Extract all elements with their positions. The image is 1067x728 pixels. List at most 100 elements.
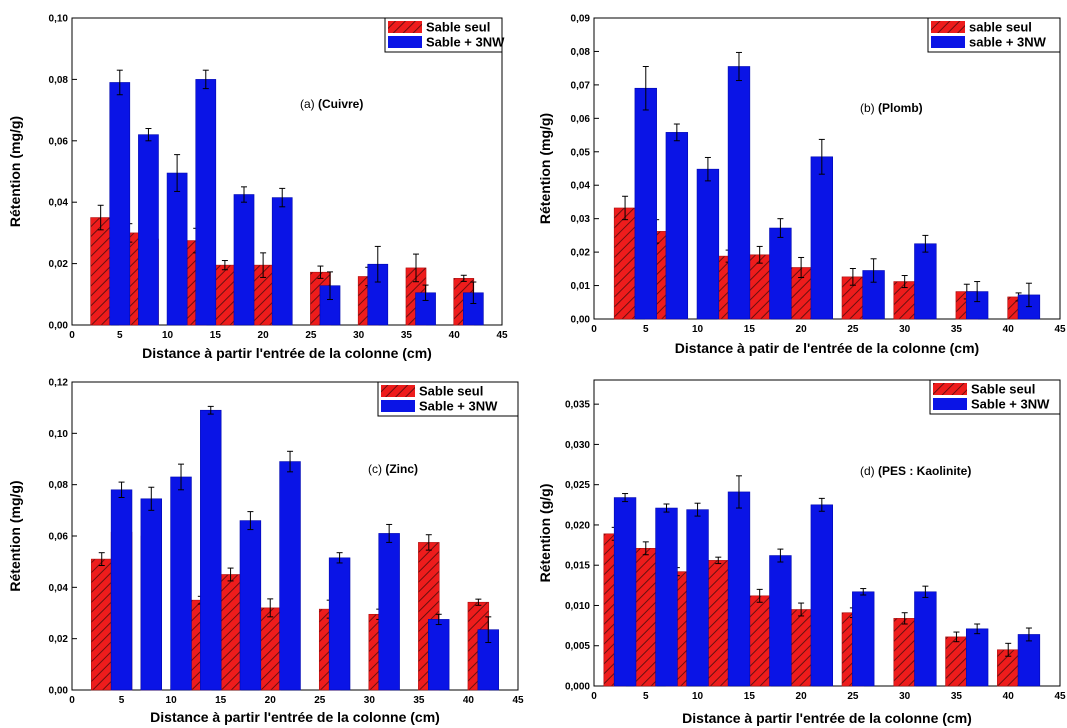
legend-label: Sable + 3NW bbox=[426, 35, 505, 50]
bar-sable-3nw bbox=[328, 557, 351, 691]
y-axis-title: Rétention (mg/g) bbox=[7, 480, 23, 591]
panel-metal: (Cuivre) bbox=[318, 97, 363, 111]
x-tick-label: 10 bbox=[692, 691, 704, 702]
bar-sable-3nw bbox=[166, 172, 188, 326]
x-tick-label: 15 bbox=[744, 691, 756, 702]
y-tick-label: 0,09 bbox=[571, 14, 591, 25]
bar-sable-3nw bbox=[965, 628, 989, 687]
bar-sable-3nw bbox=[233, 194, 255, 326]
bar-sable-3nw bbox=[1017, 634, 1041, 687]
bar-sable-3nw bbox=[428, 619, 450, 691]
bar-sable-3nw bbox=[195, 79, 217, 326]
bar-sable-seul bbox=[90, 217, 111, 326]
y-tick-label: 0,08 bbox=[571, 47, 591, 58]
panel-annotation: (c) (Zinc) bbox=[368, 462, 418, 476]
bar-sable-3nw bbox=[109, 82, 131, 326]
bar-sable-3nw bbox=[769, 227, 792, 320]
x-tick-label: 10 bbox=[166, 695, 178, 706]
bar-sable-seul bbox=[748, 595, 771, 687]
bar-sable-3nw bbox=[686, 509, 709, 687]
bar-sable-3nw bbox=[769, 555, 792, 687]
bar-sable-seul bbox=[214, 264, 236, 326]
y-tick-label: 0,07 bbox=[571, 80, 591, 91]
panel-letter: (c) bbox=[368, 462, 385, 476]
x-tick-label: 35 bbox=[951, 324, 963, 335]
panel-metal: (Plomb) bbox=[878, 101, 923, 115]
chart-panel-3: 0 5 10 15 20 25 30 35 40 45 0,000 0,005 0,010 0,015 0,… bbox=[537, 379, 1066, 726]
bar-sable-3nw bbox=[696, 168, 720, 320]
x-tick-label: 5 bbox=[119, 695, 125, 706]
legend-swatch bbox=[933, 398, 967, 410]
x-tick-label: 0 bbox=[591, 691, 597, 702]
y-axis-title: Rétention (g/g) bbox=[537, 484, 553, 583]
y-tick-label: 0,08 bbox=[49, 480, 69, 491]
bar-sable-3nw bbox=[138, 134, 159, 326]
bar-sable-3nw bbox=[727, 66, 751, 320]
legend-swatch bbox=[388, 21, 422, 33]
x-tick-label: 10 bbox=[162, 330, 174, 341]
y-tick-label: 0,00 bbox=[571, 315, 591, 326]
x-tick-label: 35 bbox=[401, 330, 413, 341]
chart-panel-1: 0 5 10 15 20 25 30 35 40 45 0,00 0,01 0,02 0,03 0,04 0,… bbox=[537, 14, 1066, 357]
x-axis-title: Distance à partir l'entrée de la colonne… bbox=[682, 710, 972, 726]
x-tick-label: 0 bbox=[69, 330, 75, 341]
bar-sable-3nw bbox=[239, 520, 262, 691]
chart-panel-0: 0 5 10 15 20 25 30 35 40 45 0,00 0,02 0,04 0,06 0,08 0,… bbox=[7, 14, 508, 362]
bar-sable-3nw bbox=[655, 507, 678, 687]
y-tick-label: 0,00 bbox=[49, 321, 69, 332]
bar-sable-seul bbox=[634, 547, 657, 687]
bar-sable-seul bbox=[91, 558, 113, 691]
bar-sable-seul bbox=[945, 636, 968, 687]
y-tick-label: 0,02 bbox=[49, 634, 69, 645]
x-tick-label: 5 bbox=[643, 324, 649, 335]
x-tick-label: 45 bbox=[1054, 324, 1066, 335]
y-tick-label: 0,02 bbox=[571, 248, 591, 259]
panel-metal: (Zinc) bbox=[385, 462, 418, 476]
y-tick-label: 0,035 bbox=[565, 400, 590, 411]
y-tick-label: 0,02 bbox=[49, 259, 69, 270]
chart-panel-2: 0 5 10 15 20 25 30 35 40 45 0,00 0,02 0,04 0,06 0,08 0,… bbox=[7, 378, 524, 726]
y-tick-label: 0,015 bbox=[565, 561, 590, 572]
bar-sable-3nw bbox=[665, 132, 689, 320]
y-tick-label: 0,08 bbox=[49, 75, 69, 86]
x-tick-label: 25 bbox=[847, 691, 859, 702]
bar-sable-3nw bbox=[810, 504, 833, 687]
x-tick-label: 25 bbox=[314, 695, 326, 706]
x-tick-label: 25 bbox=[847, 324, 859, 335]
legend-label: sable + 3NW bbox=[969, 35, 1047, 50]
y-tick-label: 0,10 bbox=[49, 14, 69, 25]
bar-sable-3nw bbox=[279, 461, 301, 691]
y-tick-label: 0,00 bbox=[49, 686, 69, 697]
bar-sable-3nw bbox=[110, 489, 133, 691]
y-tick-label: 0,010 bbox=[565, 601, 590, 612]
y-axis-title: Rétention (mg/g) bbox=[537, 113, 553, 224]
x-tick-label: 40 bbox=[463, 695, 475, 706]
bar-sable-3nw bbox=[914, 243, 937, 320]
y-tick-label: 0,000 bbox=[565, 682, 590, 693]
bar-sable-3nw bbox=[378, 533, 400, 691]
x-tick-label: 40 bbox=[1003, 691, 1015, 702]
x-tick-label: 40 bbox=[1003, 324, 1015, 335]
panel-letter: (d) bbox=[860, 464, 878, 478]
panel-annotation: (a) (Cuivre) bbox=[300, 97, 363, 111]
legend-label: Sable seul bbox=[419, 384, 483, 399]
y-tick-label: 0,03 bbox=[571, 214, 591, 225]
bar-sable-3nw bbox=[914, 591, 937, 687]
x-tick-label: 20 bbox=[796, 691, 808, 702]
x-tick-label: 40 bbox=[449, 330, 461, 341]
x-tick-label: 25 bbox=[305, 330, 317, 341]
x-tick-label: 20 bbox=[258, 330, 270, 341]
y-axis-title: Rétention (mg/g) bbox=[7, 116, 23, 227]
bar-sable-3nw bbox=[613, 497, 637, 687]
x-tick-label: 45 bbox=[496, 330, 508, 341]
x-axis-title: Distance à partir l'entrée de la colonne… bbox=[150, 709, 440, 725]
y-tick-label: 0,12 bbox=[49, 378, 69, 389]
x-tick-label: 15 bbox=[210, 330, 222, 341]
legend-swatch bbox=[381, 385, 415, 397]
x-tick-label: 45 bbox=[1054, 691, 1066, 702]
x-tick-label: 15 bbox=[215, 695, 227, 706]
legend-label: sable seul bbox=[969, 20, 1032, 35]
legend-swatch bbox=[931, 21, 965, 33]
